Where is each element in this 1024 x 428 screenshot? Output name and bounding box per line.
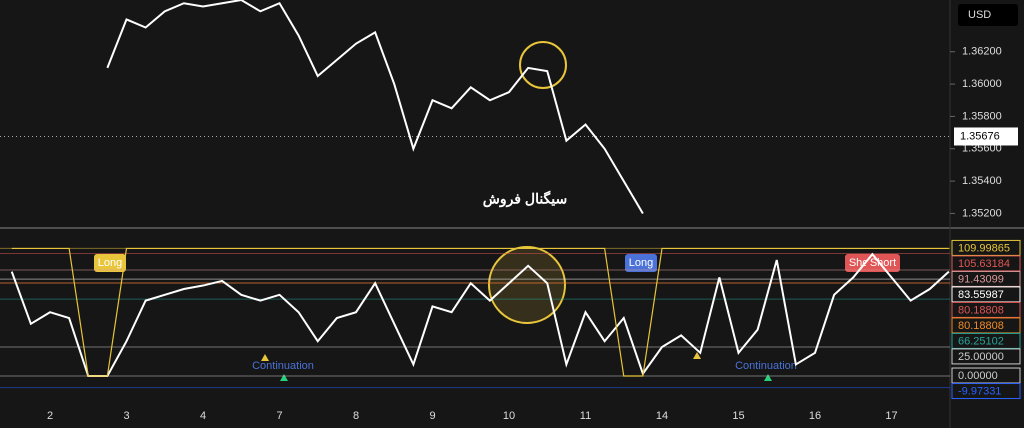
level-label: 105.63184 <box>958 258 1010 270</box>
level-tag <box>951 383 1021 400</box>
y-tick-label: 1.36000 <box>962 78 1002 90</box>
x-tick-label: 16 <box>809 410 821 422</box>
highlight-circle <box>519 41 567 89</box>
signal-label: Long <box>629 257 653 269</box>
level-label: 66.25102 <box>958 335 1004 347</box>
x-tick-label: 9 <box>429 410 435 422</box>
highlight-circle <box>488 246 566 324</box>
signal-label: Long <box>98 257 122 269</box>
level-label: 25.00000 <box>958 351 1004 363</box>
x-tick-label: 7 <box>276 410 282 422</box>
level-label: 83.55987 <box>958 289 1004 301</box>
level-label: 109.99865 <box>958 242 1010 254</box>
x-tick-label: 10 <box>503 410 515 422</box>
signal-tag <box>625 254 657 272</box>
note-label: Continuation <box>252 360 314 372</box>
signal-tag <box>866 254 900 272</box>
annotation: سیگنال فروش <box>483 191 568 208</box>
x-tick-label: 4 <box>200 410 206 422</box>
price-tag <box>954 127 1018 146</box>
marker <box>693 352 701 359</box>
level-label: 0.00000 <box>958 370 998 382</box>
y-tick-label: 1.35600 <box>962 143 1002 155</box>
marker <box>261 354 269 361</box>
price-label: 1.35676 <box>960 130 1000 142</box>
x-tick-label: 3 <box>123 410 129 422</box>
level-tag <box>951 348 1021 365</box>
signal-tag <box>94 254 126 272</box>
oscillator-line <box>10 252 950 378</box>
oscillator-line <box>11 247 949 377</box>
price-line-series <box>106 0 644 214</box>
level-label: 91.43099 <box>958 273 1004 285</box>
y-tick-label: 1.36200 <box>962 46 1002 58</box>
y-tick-label: 1.35800 <box>962 110 1002 122</box>
currency-box <box>958 4 1018 26</box>
marker <box>764 374 772 381</box>
x-tick-label: 2 <box>47 410 53 422</box>
level-label: 80.18808 <box>958 304 1004 316</box>
x-tick-label: 17 <box>885 410 897 422</box>
x-tick-label: 15 <box>732 410 744 422</box>
y-tick-label: 1.35200 <box>962 207 1002 219</box>
x-tick-label: 8 <box>353 410 359 422</box>
x-tick-label: 11 <box>580 410 591 422</box>
currency: USD <box>968 9 991 21</box>
level-label: 80.18808 <box>958 320 1004 332</box>
marker <box>280 374 288 381</box>
note-label: Continuation <box>735 360 797 372</box>
y-tick-label: 1.35400 <box>962 175 1002 187</box>
level-label: -9.97331 <box>958 385 1001 397</box>
x-tick-label: 14 <box>656 410 668 422</box>
